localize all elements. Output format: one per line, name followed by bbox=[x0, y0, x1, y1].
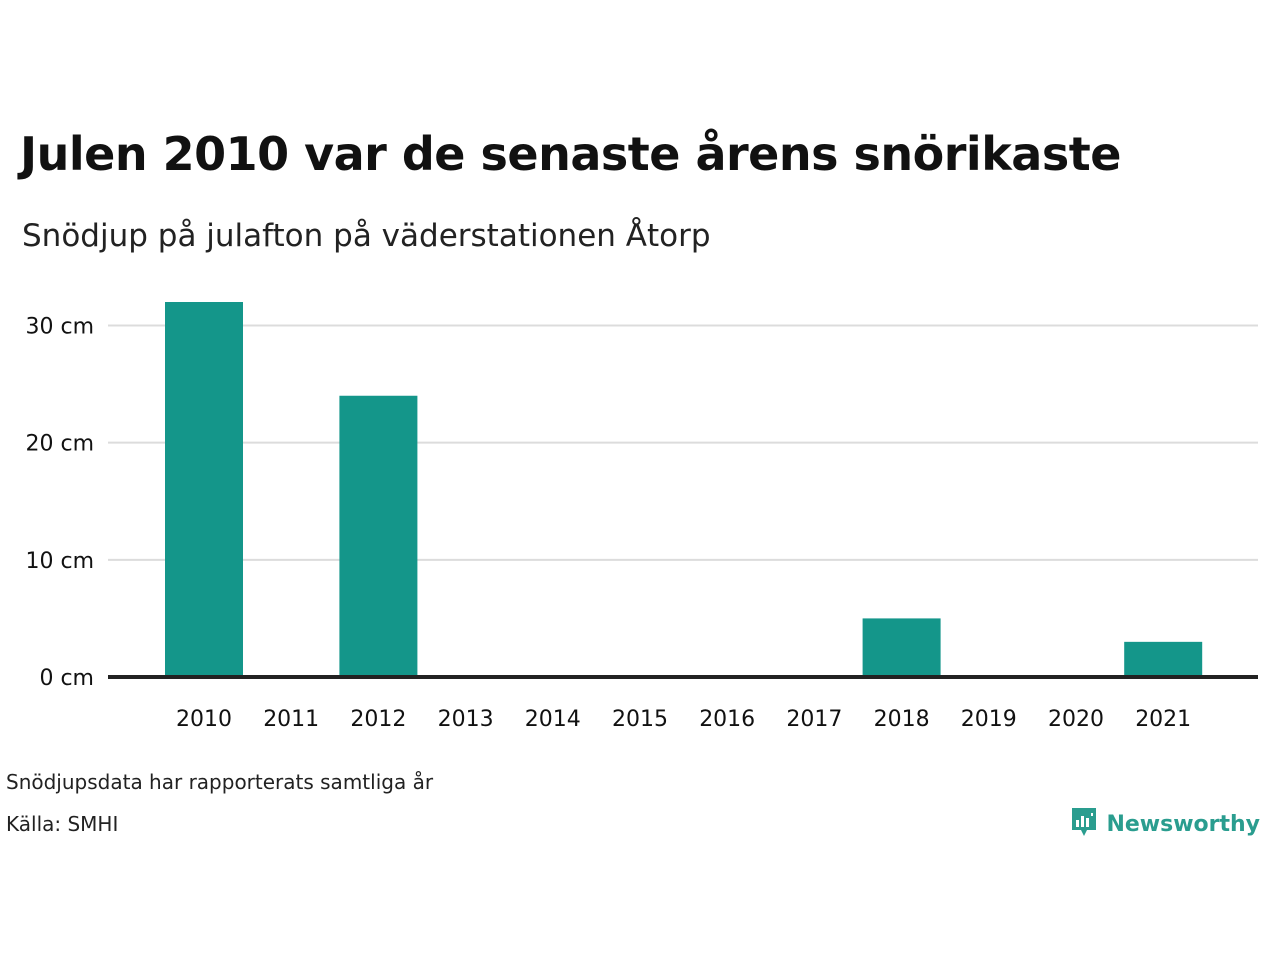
brand-name: Newsworthy bbox=[1106, 811, 1260, 837]
y-tick-label: 10 cm bbox=[25, 549, 94, 574]
newsworthy-logo: Newsworthy bbox=[1070, 806, 1260, 842]
y-axis-ticks: 0 cm 10 cm 20 cm 30 cm bbox=[25, 314, 94, 691]
bar-2018 bbox=[862, 618, 941, 677]
x-tick-label: 2013 bbox=[438, 707, 494, 732]
footnote: Snödjupsdata har rapporterats samtliga å… bbox=[6, 770, 434, 794]
x-tick-label: 2020 bbox=[1048, 707, 1104, 732]
bar-2010 bbox=[165, 302, 243, 677]
x-tick-label: 2017 bbox=[786, 707, 842, 732]
x-tick-label: 2010 bbox=[176, 707, 232, 732]
y-tick-label: 30 cm bbox=[25, 314, 94, 339]
x-tick-label: 2021 bbox=[1135, 707, 1191, 732]
grid-lines bbox=[108, 324, 1258, 561]
bars bbox=[165, 302, 1203, 677]
bar-2012 bbox=[339, 395, 418, 677]
x-tick-label: 2014 bbox=[525, 707, 581, 732]
x-tick-label: 2019 bbox=[961, 707, 1017, 732]
y-tick-label: 0 cm bbox=[39, 666, 94, 691]
x-tick-label: 2016 bbox=[699, 707, 755, 732]
bar-chart: 0 cm 10 cm 20 cm 30 cm 2010 2011 2012 2013 2014… bbox=[25, 302, 1258, 732]
x-tick-label: 2018 bbox=[874, 707, 930, 732]
bar-chart-speech-bubble-icon bbox=[1070, 806, 1098, 842]
x-tick-label: 2012 bbox=[350, 707, 406, 732]
x-axis-ticks: 2010 2011 2012 2013 2014 2015 2016 2017 2018 2019… bbox=[176, 707, 1191, 732]
x-tick-label: 2011 bbox=[263, 707, 319, 732]
source-credit: Källa: SMHI bbox=[6, 812, 119, 836]
bar-2021 bbox=[1124, 641, 1203, 677]
chart-title: Julen 2010 var de senaste årens snörikas… bbox=[20, 127, 1121, 181]
y-tick-label: 20 cm bbox=[25, 432, 94, 457]
x-tick-label: 2015 bbox=[612, 707, 668, 732]
chart-subtitle: Snödjup på julafton på väderstationen Åt… bbox=[22, 218, 711, 254]
